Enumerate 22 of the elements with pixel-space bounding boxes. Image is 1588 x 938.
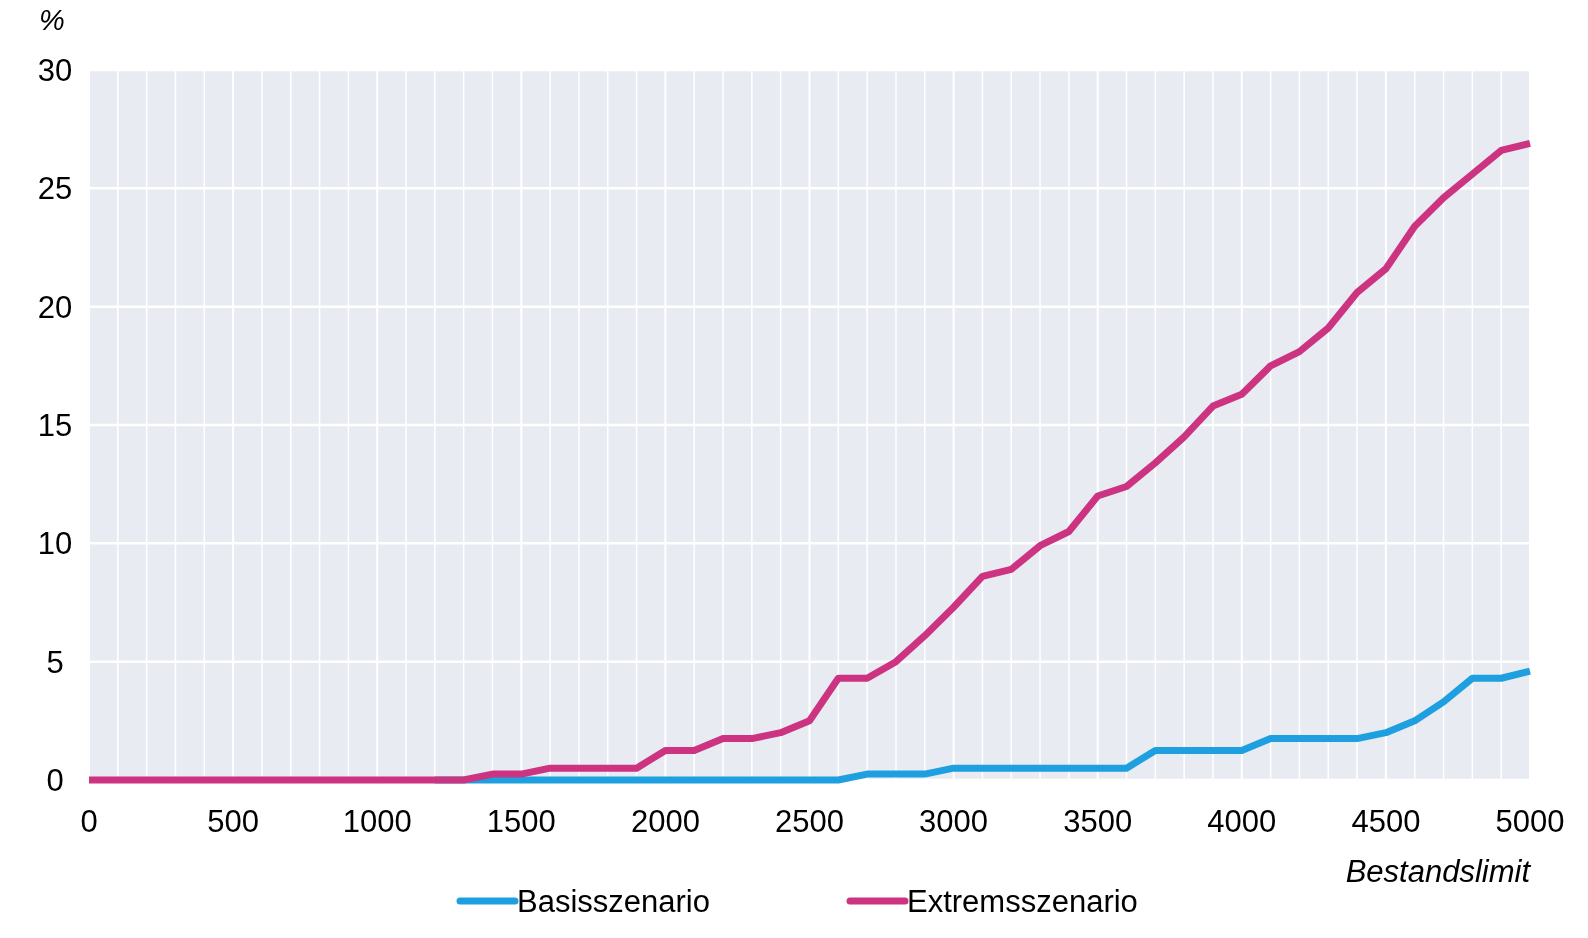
y-tick-label: 10 — [37, 526, 73, 562]
x-tick-label: 5000 — [1495, 804, 1565, 839]
x-tick-label: 4500 — [1351, 804, 1421, 839]
y-tick-label: 5 — [46, 644, 64, 680]
x-tick-label: 500 — [207, 804, 259, 839]
x-tick-label: 2500 — [775, 804, 844, 839]
y-tick-label: 25 — [37, 171, 73, 207]
legend-label: Basisszenario — [517, 884, 710, 919]
x-tick-label: 4000 — [1207, 804, 1277, 839]
x-tick-label: 3500 — [1063, 804, 1133, 839]
y-tick-label: 20 — [37, 289, 73, 325]
y-tick-label: 0 — [46, 762, 64, 798]
x-axis-title: Bestandslimit — [1345, 854, 1532, 889]
x-tick-label: 3000 — [919, 804, 989, 839]
x-tick-label: 1500 — [486, 804, 556, 839]
x-tick-label: 2000 — [630, 804, 700, 839]
y-axis-title: % — [39, 4, 65, 36]
legend-label: Extremsszenario — [907, 884, 1138, 919]
y-tick-label: 30 — [37, 52, 73, 88]
y-tick-label: 15 — [37, 407, 73, 443]
x-tick-label: 0 — [80, 804, 98, 839]
x-tick-label: 1000 — [342, 804, 412, 839]
